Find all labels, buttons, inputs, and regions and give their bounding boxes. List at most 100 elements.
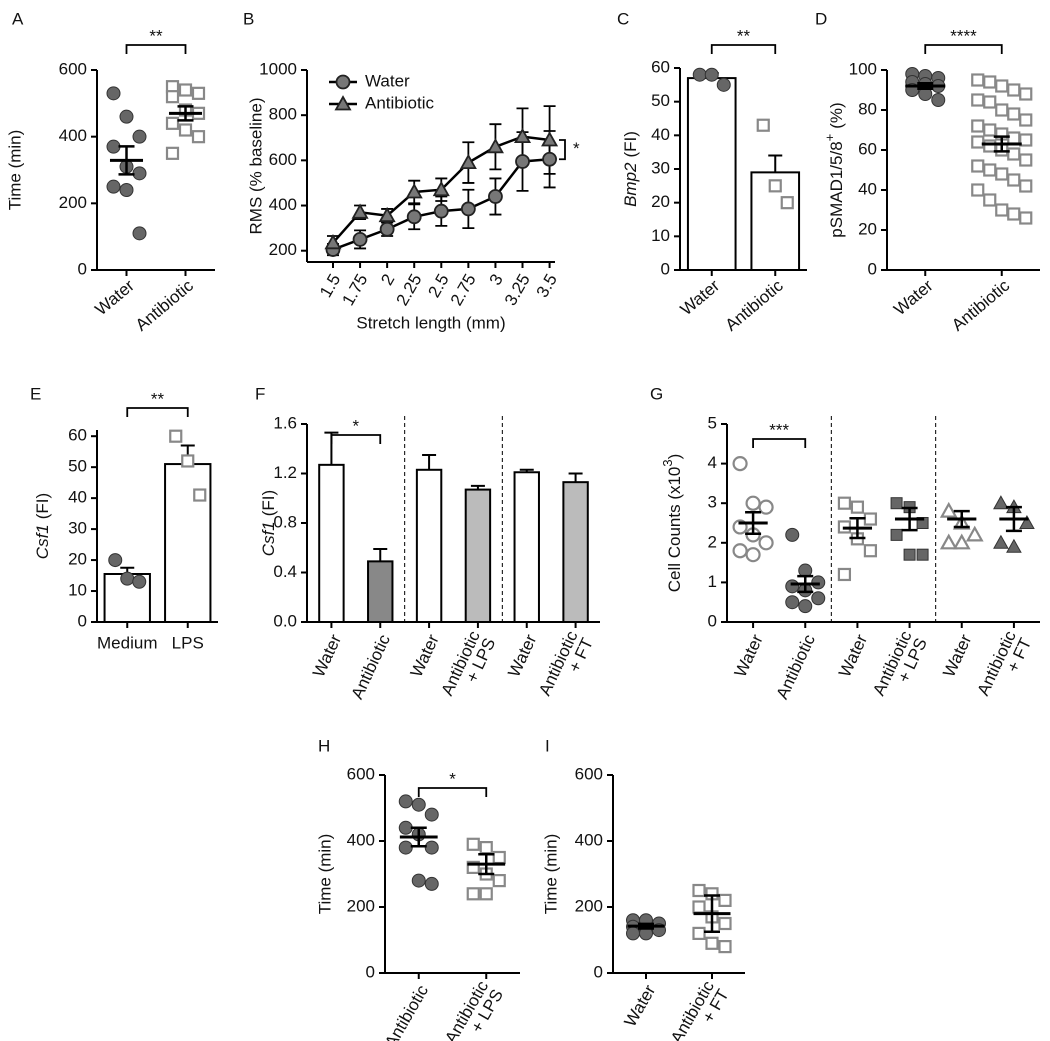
y-tick-label: 30 xyxy=(68,519,87,538)
x-tick-label: Water xyxy=(890,276,937,320)
marker xyxy=(732,543,748,559)
significance-bracket xyxy=(924,44,1003,54)
marker xyxy=(1019,113,1033,127)
bar xyxy=(513,471,540,624)
marker xyxy=(1019,514,1035,529)
marker xyxy=(716,77,731,92)
y-tick-label: 5 xyxy=(708,413,717,432)
error-bar xyxy=(1005,505,1022,533)
error-bar xyxy=(422,453,437,470)
marker xyxy=(513,127,532,144)
y-tick-label: 1 xyxy=(708,572,717,591)
y-tick-label: 60 xyxy=(68,426,87,445)
y-axis-label-part: Cell Counts (x10 xyxy=(665,467,684,593)
y-tick-label: 200 xyxy=(347,896,375,915)
marker xyxy=(890,528,903,541)
y-tick-label: 10 xyxy=(651,226,670,245)
y-tick-label: 20 xyxy=(68,550,87,569)
y-tick-label: 400 xyxy=(347,830,375,849)
error-bar xyxy=(768,154,783,173)
y-tick-label: 600 xyxy=(269,150,297,169)
marker xyxy=(1007,147,1021,161)
marker xyxy=(837,567,852,582)
y-tick-label: 200 xyxy=(269,240,297,259)
x-axis-label: Stretch length (mm) xyxy=(356,313,505,332)
x-tick-label: Water xyxy=(91,276,138,320)
marker xyxy=(971,93,985,107)
y-tick-label: 600 xyxy=(347,764,375,783)
y-tick-label: 0 xyxy=(78,611,87,630)
significance-bracket xyxy=(417,787,488,797)
marker xyxy=(995,79,1009,93)
marker xyxy=(1007,83,1021,97)
marker xyxy=(466,860,480,875)
y-tick-label: 0 xyxy=(366,962,375,981)
significance-bracket xyxy=(126,407,189,417)
marker xyxy=(785,579,800,594)
y-tick-label: 100 xyxy=(849,59,877,78)
y-tick-label: 1.6 xyxy=(273,413,297,432)
y-tick-label: 50 xyxy=(651,91,670,110)
marker xyxy=(106,139,121,154)
error-bar xyxy=(177,105,194,122)
error-bar xyxy=(638,922,654,930)
marker xyxy=(1007,207,1021,221)
y-tick-label: 0 xyxy=(594,962,603,981)
y-tick-label: 0.8 xyxy=(273,512,297,531)
y-tick-label: 400 xyxy=(575,830,603,849)
y-tick-label: 0 xyxy=(868,259,877,278)
marker xyxy=(903,548,916,561)
legend-label: Water xyxy=(365,71,410,90)
marker xyxy=(756,118,770,132)
significance-label: ** xyxy=(737,26,751,45)
y-axis-label-part: (FI) xyxy=(33,493,52,519)
significance-bracket xyxy=(125,44,187,54)
marker xyxy=(931,93,946,107)
y-tick-label: 60 xyxy=(858,139,877,158)
error-bar xyxy=(953,509,970,529)
marker xyxy=(1019,87,1033,101)
y-tick-label: 40 xyxy=(651,125,670,144)
marker xyxy=(718,916,732,931)
marker xyxy=(758,499,774,515)
marker xyxy=(939,533,958,550)
marker xyxy=(983,193,997,207)
marker xyxy=(466,837,480,851)
y-tick-label: 600 xyxy=(59,59,87,78)
marker xyxy=(732,456,748,472)
x-tick-label: 1.75 xyxy=(338,271,371,309)
marker xyxy=(424,840,439,855)
marker xyxy=(132,574,147,589)
error-bar xyxy=(745,511,762,535)
marker xyxy=(1007,173,1021,187)
marker xyxy=(952,533,971,550)
marker xyxy=(1007,107,1021,121)
marker xyxy=(459,153,477,170)
marker xyxy=(378,206,396,223)
y-tick-label: 2 xyxy=(708,532,717,551)
marker xyxy=(1019,211,1033,225)
marker xyxy=(479,840,493,855)
marker xyxy=(837,496,852,510)
panel-label: I xyxy=(545,736,550,755)
marker xyxy=(863,512,878,526)
panel-label: G xyxy=(650,384,663,403)
y-axis-label: Bmp2 (FI) xyxy=(621,131,640,207)
marker xyxy=(850,500,865,514)
y-tick-label: 3 xyxy=(708,493,717,512)
y-tick-label: 0 xyxy=(708,611,717,630)
marker xyxy=(424,807,439,822)
marker xyxy=(692,900,706,914)
marker xyxy=(132,166,147,181)
marker xyxy=(515,154,530,169)
marker xyxy=(351,203,369,219)
bar xyxy=(464,488,492,623)
marker xyxy=(692,883,706,898)
y-tick-label: 0.4 xyxy=(273,562,297,581)
bar xyxy=(686,77,737,271)
y-tick-label: 600 xyxy=(575,764,603,783)
x-tick-label: 3.25 xyxy=(501,271,534,309)
y-tick-label: 400 xyxy=(269,195,297,214)
y-tick-label: 4 xyxy=(708,453,717,472)
error-bar xyxy=(478,852,495,876)
